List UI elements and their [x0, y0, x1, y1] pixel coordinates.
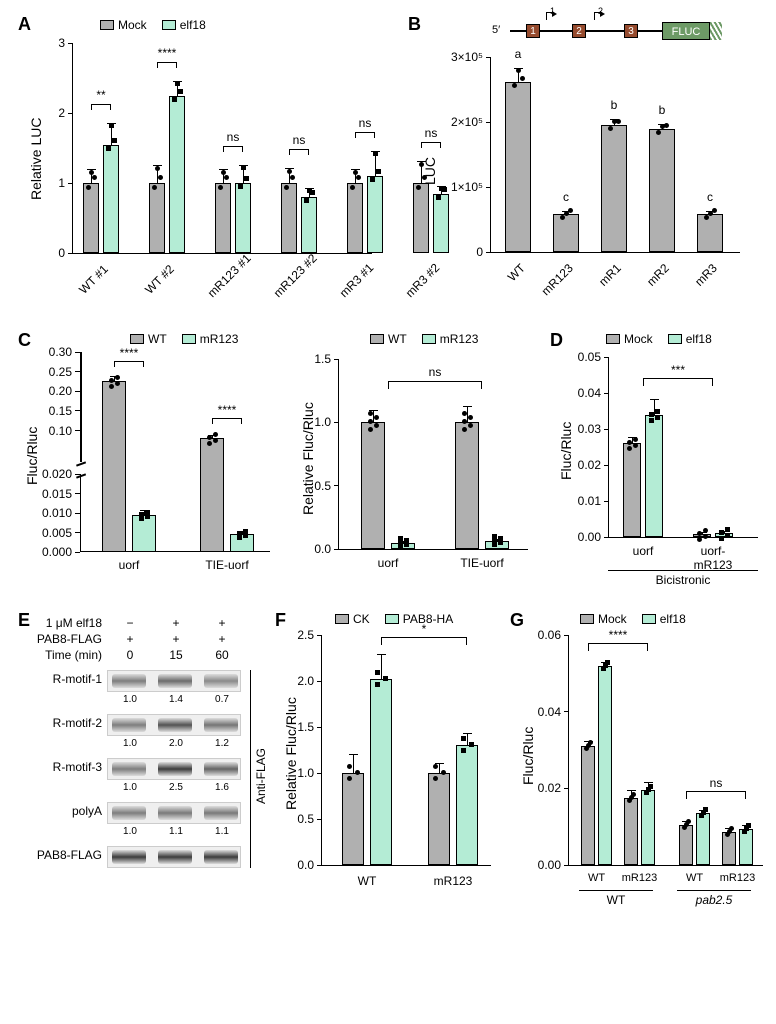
panel-G-ylabel: Fluc/Rluc: [520, 727, 536, 785]
arrow-2: 2: [594, 12, 602, 20]
legend-elf18-g: elf18: [660, 612, 686, 626]
legend-mock: Mock: [118, 18, 147, 32]
panel-C-right-chart: 0.00.51.01.5uorfTIE-uorfns: [338, 360, 528, 550]
fluc-box: FLUC: [662, 22, 710, 40]
panel-D-chart: 0.000.010.020.030.040.05uorfuorf-mR123**…: [608, 358, 758, 538]
panel-B-chart: 01×10⁵2×10⁵3×10⁵aWTcmR123bmR1bmR2cmR3: [490, 58, 740, 253]
legend-wt2: WT: [388, 332, 407, 346]
rmotif-box-2: 2: [572, 24, 586, 38]
five-prime: 5′: [492, 24, 500, 36]
panel-E: E 1 μM elf18−++PAB8-FLAG+++Time (min)015…: [10, 610, 270, 930]
legend-elf18: elf18: [180, 18, 206, 32]
panel-A-ylabel: Relative LUC: [28, 118, 44, 200]
panel-F: F CK PAB8-HA Relative Fluc/Rluc 0.00.51.…: [275, 610, 505, 920]
panel-G-legend: Mock elf18: [580, 612, 698, 627]
panel-G-chart: 0.000.020.040.06WTmR123WTmR123WTpab2.5**…: [568, 636, 763, 866]
rmotif-box-1: 1: [526, 24, 540, 38]
panel-D-sublabel: Bicistronic: [608, 570, 758, 587]
panel-B-label: B: [408, 14, 421, 35]
rmotif-box-3: 3: [624, 24, 638, 38]
panel-D: D Mock elf18 Fluc/Rluc 0.000.010.020.030…: [550, 330, 770, 590]
legend-elf18-d: elf18: [686, 332, 712, 346]
legend-wt: WT: [148, 332, 167, 346]
panel-E-gel: 1 μM elf18−++PAB8-FLAG+++Time (min)01560…: [10, 614, 270, 924]
panel-C-right-legend: WT mR123: [370, 332, 490, 347]
panel-F-chart: 0.00.51.01.52.02.5WTmR123*: [321, 636, 491, 866]
panel-C-left-legend: WT mR123: [130, 332, 250, 347]
panel-D-label: D: [550, 330, 563, 351]
panel-A-label: A: [18, 14, 31, 35]
legend-mr123: mR123: [200, 332, 239, 346]
arrow-1: 1: [546, 12, 554, 20]
panel-B-diagram: 5′ 1 2 3 1 2 FLUC: [510, 16, 730, 46]
panel-C: C WT mR123 Fluc/Rluc 0.0000.0050.0100.01…: [10, 330, 550, 580]
legend-mr123b: mR123: [440, 332, 479, 346]
panel-G: G Mock elf18 Fluc/Rluc 0.000.020.040.06W…: [510, 610, 770, 930]
panel-C-left-chart: 0.0000.0050.0100.0150.0200.100.150.200.2…: [80, 352, 270, 552]
panel-A-chart: 0123**WT #1****WT #2nsmR123 #1nsmR123 #2…: [72, 44, 372, 254]
panel-D-legend: Mock elf18: [606, 332, 724, 347]
legend-mock-g: Mock: [598, 612, 627, 626]
panel-F-ylabel: Relative Fluc/Rluc: [283, 697, 299, 810]
panel-G-label: G: [510, 610, 524, 631]
legend-ck: CK: [353, 612, 370, 626]
panel-A-legend: Mock elf18: [100, 18, 218, 33]
panel-A: A Mock elf18 Relative LUC 0123**WT #1***…: [10, 10, 380, 310]
legend-mock-d: Mock: [624, 332, 653, 346]
panel-B: B 5′ 1 2 3 1 2 FLUC LUC 01×10⁵2×10⁵3×10: [400, 10, 760, 310]
